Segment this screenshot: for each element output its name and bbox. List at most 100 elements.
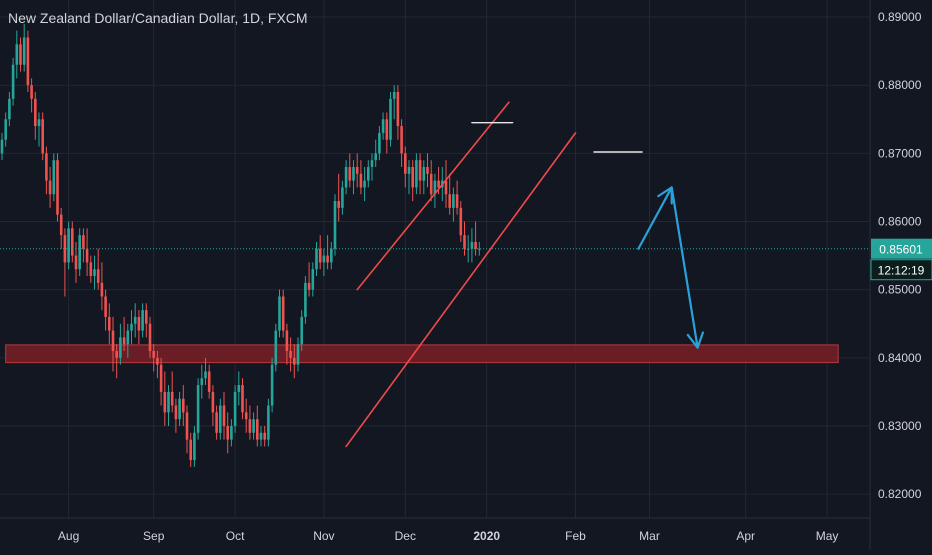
candle-body	[82, 235, 85, 249]
candle-body	[400, 126, 403, 154]
candle-body	[196, 385, 200, 433]
candle-body	[452, 194, 455, 208]
candle-body	[141, 310, 144, 331]
candle-body	[341, 187, 344, 208]
candle-body	[404, 153, 407, 174]
y-tick-label: 0.84000	[878, 351, 922, 365]
candle-body	[348, 166, 352, 181]
channel-upper-line	[356, 101, 510, 291]
candle-body	[74, 255, 78, 270]
x-tick-label: Feb	[565, 529, 586, 543]
candle-body	[237, 385, 241, 392]
candle-body	[241, 385, 244, 413]
candle-body	[159, 364, 163, 392]
projection-arrow-up	[637, 186, 673, 250]
candle-body	[411, 166, 414, 188]
candle-body	[270, 364, 274, 406]
candle-body	[15, 44, 19, 65]
candle-body	[455, 194, 459, 208]
x-tick-label: Nov	[313, 529, 334, 543]
current-price-tag	[871, 238, 932, 259]
candle-body	[433, 180, 437, 195]
candle-body	[130, 323, 133, 331]
candle-body	[363, 180, 366, 188]
candle-body	[252, 419, 255, 433]
candle-body	[115, 351, 118, 358]
candle-body	[163, 391, 167, 413]
x-tick-label: Dec	[395, 529, 416, 543]
candle-body	[222, 405, 226, 426]
arrowhead-down	[686, 331, 705, 349]
x-tick-label: Sep	[143, 529, 165, 543]
candle-body	[145, 310, 148, 324]
candle-body	[304, 282, 307, 317]
candle-body	[182, 398, 185, 413]
candle-body	[178, 398, 181, 420]
candle-body	[470, 241, 474, 249]
candle-body	[93, 269, 96, 277]
candle-body	[156, 357, 159, 365]
candle-body	[311, 269, 315, 290]
candle-body	[71, 228, 74, 256]
candle-body	[174, 405, 178, 420]
x-tick-label: Mar	[639, 529, 660, 543]
candle-body	[167, 391, 170, 413]
y-tick-label: 0.82000	[878, 487, 922, 501]
candle-body	[256, 419, 259, 440]
candle-body	[474, 241, 477, 249]
candle-body	[63, 235, 67, 263]
candle-body	[429, 173, 433, 195]
candle-body	[278, 296, 281, 331]
candle-body	[244, 412, 248, 420]
y-tick-label: 0.83000	[878, 419, 922, 433]
candle-body	[89, 262, 93, 277]
countdown-label: 12:12:19	[878, 264, 925, 278]
y-tick-label: 0.86000	[878, 215, 922, 229]
candle-body	[78, 235, 81, 270]
current-price-label: 0.85601	[879, 243, 923, 257]
y-tick-label: 0.85000	[878, 283, 922, 297]
candle-body	[259, 432, 263, 440]
x-tick-label: Aug	[58, 529, 79, 543]
candle-body	[330, 248, 333, 263]
support-zone	[5, 344, 839, 364]
price-axis[interactable]: 0.89000 0.88000 0.87000 0.86000 0.85000 0.840…	[878, 10, 922, 501]
candle-body	[133, 316, 137, 324]
time-axis[interactable]: Aug Sep Oct Nov Dec 2020 Feb Mar Apr May	[58, 529, 839, 543]
candle-body	[307, 282, 311, 290]
candle-body	[355, 166, 359, 174]
candle-body	[56, 160, 59, 215]
x-tick-label: Apr	[736, 529, 755, 543]
candle-body	[478, 248, 481, 250]
candle-body	[148, 323, 152, 352]
candle-body	[426, 166, 429, 174]
candle-body	[19, 44, 22, 65]
candle-body	[137, 316, 141, 331]
candle-body	[37, 119, 41, 127]
candle-body	[315, 248, 318, 270]
candle-body	[185, 412, 189, 440]
candle-body	[392, 92, 396, 99]
candle-body	[444, 180, 448, 195]
candle-body	[0, 139, 4, 154]
candle-body	[389, 98, 392, 140]
candle-body	[215, 412, 218, 433]
candle-body	[100, 282, 104, 297]
candle-body	[463, 235, 466, 249]
candle-body	[337, 201, 340, 208]
candle-body	[226, 425, 229, 440]
candle-body	[267, 405, 270, 440]
candle-body	[204, 371, 207, 379]
candle-body	[111, 330, 115, 352]
candle-body	[45, 153, 48, 181]
candle-body	[193, 432, 196, 461]
candle-body	[34, 98, 37, 127]
candle-body	[367, 166, 370, 181]
candle-body	[407, 166, 411, 174]
candle-body	[59, 214, 63, 236]
candle-body	[126, 330, 130, 345]
candle-body	[374, 153, 377, 161]
